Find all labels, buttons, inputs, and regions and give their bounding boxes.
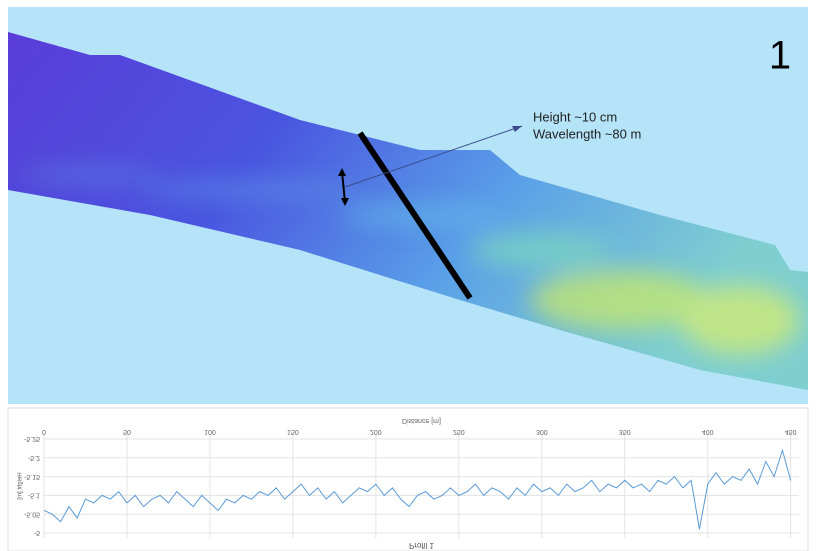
y-tick-label: -5	[34, 529, 40, 536]
y-tick-label: -5.05	[24, 510, 40, 517]
x-tick-label: 350	[619, 428, 631, 435]
chart-title: Profil 1	[409, 541, 434, 550]
panel-label: 1	[769, 34, 791, 78]
bathymetry-map: Height ~10 cm Wavelength ~80 m 1	[0, 0, 816, 406]
y-tick-label: -5.1	[28, 492, 40, 499]
x-tick-label: 400	[702, 428, 714, 435]
annotation: Wavelength ~80 m	[533, 126, 641, 141]
x-tick-label: 0	[42, 428, 46, 435]
x-tick-label: 200	[370, 428, 382, 435]
x-tick-label: 450	[785, 428, 797, 435]
x-tick-label: 100	[204, 428, 216, 435]
page: {"map": {"label": "1", "annotation": ["H…	[0, 0, 816, 551]
y-tick-label: -5.15	[24, 473, 40, 480]
x-tick-label: 50	[123, 428, 131, 435]
y-tick-label: -5.2	[28, 454, 40, 461]
profile-chart: -5 -5.05 -5.1 -5.15 -5.2 -5.250 50 100 150 200 250…	[0, 406, 816, 551]
x-tick-label: 150	[287, 428, 299, 435]
y-axis-label: Height [m]	[18, 472, 24, 500]
y-tick-label: -5.25	[24, 435, 40, 442]
x-tick-label: 250	[453, 428, 465, 435]
x-axis-label: Distance [m]	[402, 417, 441, 424]
annotation: Height ~10 cm	[533, 109, 617, 124]
x-tick-label: 300	[536, 428, 548, 435]
